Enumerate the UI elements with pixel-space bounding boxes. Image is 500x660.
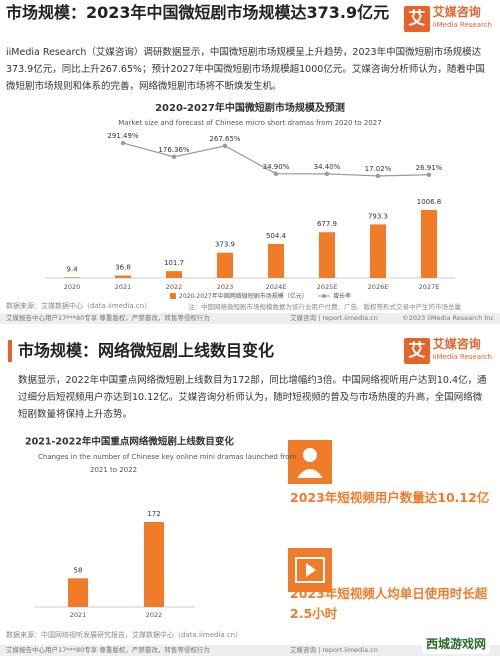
x-tick-label: 2026E (368, 283, 389, 291)
growth-label: 176.36% (158, 146, 189, 154)
logo: 艾艾媒咨询 iiMedia Research (403, 6, 492, 32)
growth-point (171, 154, 177, 160)
bar-label: 58 (74, 566, 83, 574)
x-tick-label: 2027E (419, 283, 440, 291)
chart-title: 2021-2022年中国重点网络微短剧上线数目变化 (25, 436, 234, 448)
section1-title: 市场规模：2023年中国微短剧市场规模达373.9亿元 (6, 3, 390, 22)
chart-subtitle: Market size and forecast of Chinese micr… (118, 119, 381, 127)
user-icon-head (303, 448, 317, 462)
logo-mark: 艾 (403, 6, 430, 32)
logo: 艾艾媒咨询 iiMedia Research (403, 338, 492, 364)
source: 数据来源：中国网络视听发展研究报告，艾媒数据中心（data.iimedia.cn… (6, 631, 243, 639)
section2-title: 市场规模：网络微短剧上线数目变化 (18, 341, 275, 360)
x-tick-label: 2020 (64, 283, 81, 291)
growth-label: 267.65% (209, 135, 240, 143)
x-tick-label: 2021 (70, 611, 87, 619)
growth-label: 34.90% (263, 163, 290, 171)
bar (319, 232, 335, 278)
logo-text: 艾媒咨询 iiMedia Research (433, 338, 492, 364)
logo-en: iiMedia Research (432, 21, 492, 29)
title-accent (8, 340, 12, 362)
growth-point (273, 171, 279, 177)
x-tick-label: 2025E (317, 283, 338, 291)
growth-label: 17.02% (365, 165, 392, 173)
footer-left: 艾媒报告中心用户17***80专享 尊重版权，严禁篡改，转售等侵权行为 (6, 646, 210, 654)
bar (144, 522, 164, 607)
logo-name: 艾媒咨询 (432, 337, 481, 351)
growth-label: 34.40% (314, 163, 341, 171)
user-icon-body (297, 469, 323, 478)
bar (268, 243, 284, 278)
video-icon-frame (295, 557, 325, 583)
bar-label: 793.3 (368, 212, 388, 220)
bar-label: 101.7 (164, 259, 184, 267)
bar-label: 373.9 (215, 241, 235, 249)
footer-left: 艾媒报告中心用户17***80专享 尊重版权，严禁篡改，转售等侵权行为 (6, 314, 210, 322)
bar-label: 677.9 (317, 220, 337, 228)
footer-site: 艾媒咨询 | report.iimedia.cn (290, 314, 378, 322)
card-text: 2023年短视频用户数量达10.12亿 (290, 490, 490, 505)
legend-label: 2020-2027年中国网络微短剧市场规模（亿元） (179, 292, 308, 300)
growth-point (120, 140, 126, 146)
growth-point (222, 143, 228, 149)
section1-paragraph: iiMedia Research（艾媒咨询）调研数据显示，中国微短剧市场规模呈上… (6, 47, 485, 92)
bar-label: 36.8 (115, 264, 131, 272)
growth-label: 291.49% (107, 132, 138, 140)
logo-text: 艾媒咨询 iiMedia Research (433, 6, 492, 32)
bar (115, 275, 131, 278)
bar (68, 578, 88, 607)
video-icon-play (306, 563, 316, 577)
note: 注：中国网络微短剧市场规模数据为该行业用户付费、广告、版权等形式交易中产生的市场… (188, 303, 461, 311)
growth-point (426, 172, 432, 177)
footer: 艾媒报告中心用户17***80专享 尊重版权，严禁篡改，转售等侵权行为 艾媒咨询 … (0, 645, 500, 656)
logo-en: iiMedia Research (432, 353, 492, 361)
x-tick-label: 2022 (166, 283, 183, 291)
bar (217, 252, 233, 278)
x-tick-label: 2021 (115, 283, 132, 291)
x-tick-label: 2023 (217, 283, 234, 291)
source: 数据来源：艾媒数据中心（data.iimedia.cn） (6, 302, 152, 310)
growth-point (324, 171, 330, 177)
bar-label: 9.4 (66, 265, 78, 273)
bar (370, 224, 386, 278)
growth-label: 26.91% (416, 164, 443, 172)
chart-subtitle: Changes in the number of Chinese key onl… (38, 453, 299, 474)
legend-label: 增长率 (333, 292, 351, 300)
footer-copyright: ©2023 iiMedia Research Inc (402, 314, 494, 322)
logo-mark: 艾 (403, 338, 430, 364)
legend-dot (322, 294, 326, 298)
bar-label: 172 (147, 510, 160, 518)
x-tick-label: 2022 (146, 611, 163, 619)
legend-swatch (170, 293, 176, 299)
bar (64, 277, 80, 278)
bar (166, 271, 182, 278)
footer: 艾媒报告中心用户17***80专享 尊重版权，严禁篡改，转售等侵权行为 艾媒咨询 … (0, 313, 500, 324)
logo-name: 艾媒咨询 (432, 5, 481, 19)
bar-label: 1006.8 (417, 198, 442, 206)
bar (421, 210, 437, 278)
growth-point (375, 173, 381, 179)
watermark: 西城游戏网 (421, 633, 490, 654)
card-text: 2023年短视频人均单日使用时长超2.5小时 (290, 586, 488, 621)
section2-paragraph: 数据显示，2022年中国重点网络微短剧上线数目为172部，同比增幅约3倍。中国网… (18, 375, 487, 420)
footer-site: 艾媒咨询 | report.iimedia.cn (290, 646, 378, 654)
x-tick-label: 2024E (266, 283, 287, 291)
chart-title: 2020-2027年中国微短剧市场规模及预测 (155, 101, 345, 114)
bar-label: 504.4 (266, 232, 287, 240)
